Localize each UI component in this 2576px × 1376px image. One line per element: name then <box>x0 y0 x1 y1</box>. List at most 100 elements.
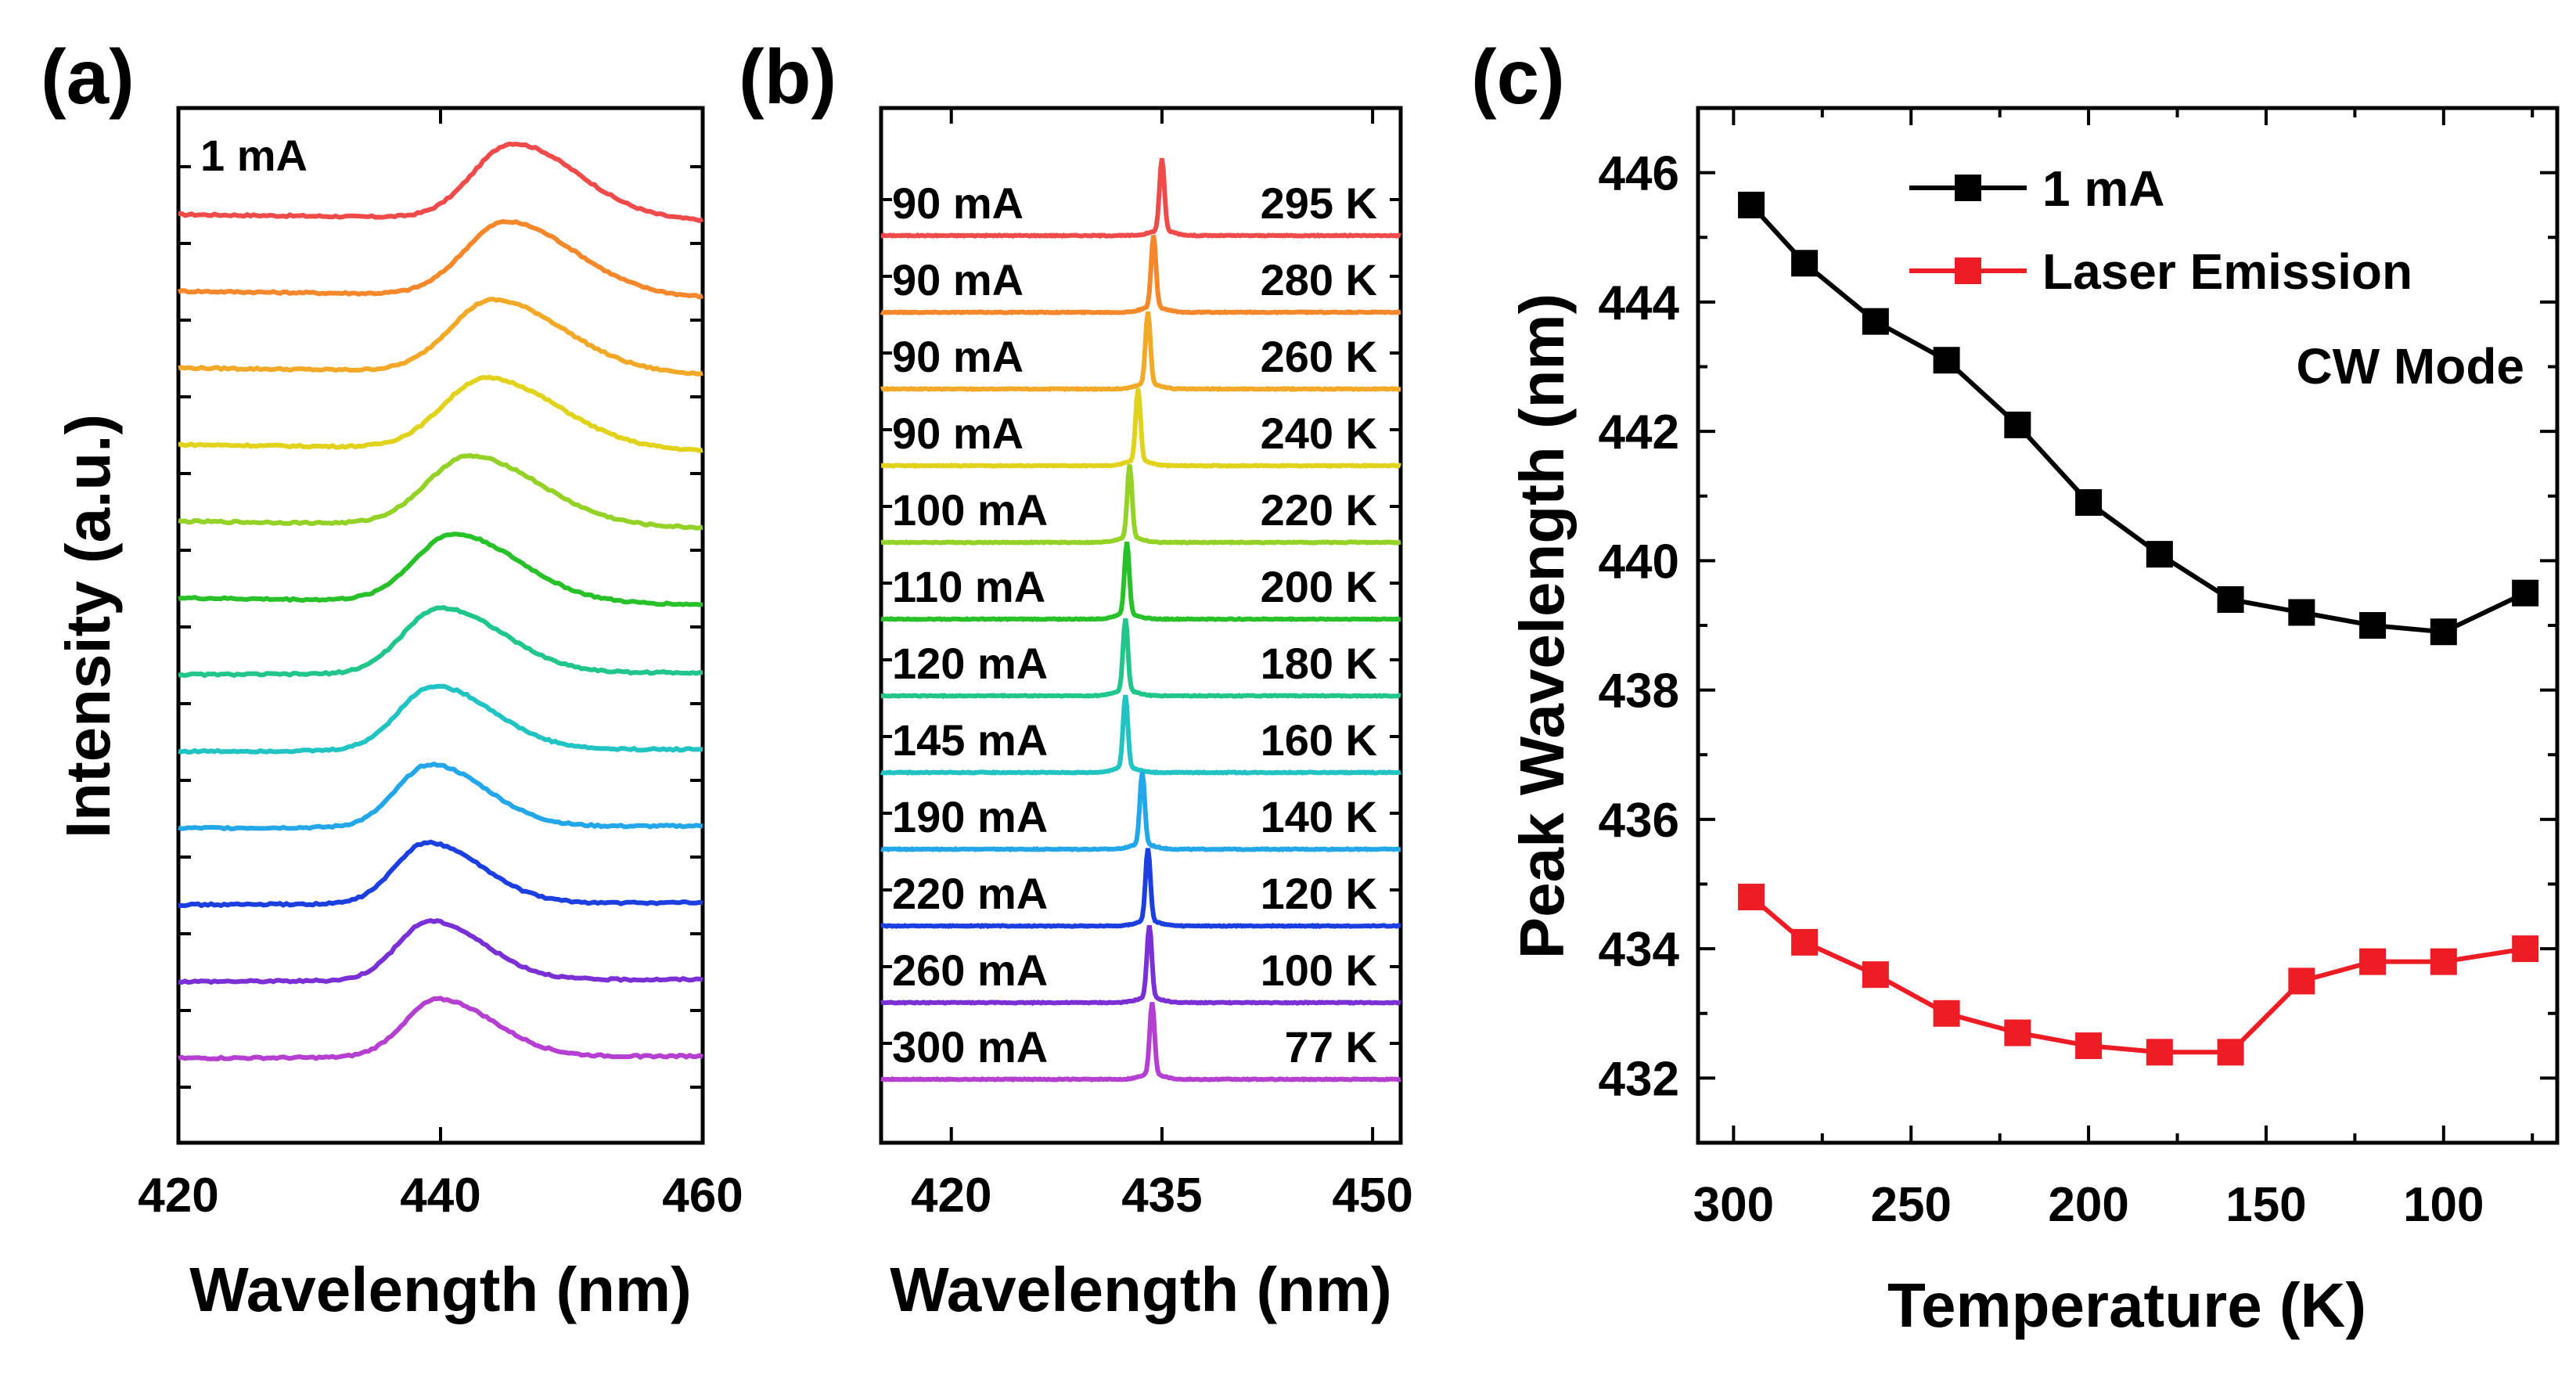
panel-c-data-point <box>2075 489 2103 517</box>
panel-c-data-point <box>2146 541 2173 568</box>
panel-b-current-label: 300 mA <box>892 1022 1048 1072</box>
panel-c-legend-label: 1 mA <box>2042 160 2165 217</box>
panel-c-data-point <box>2359 612 2387 639</box>
panel-b-curve-labels: 90 mA 295 K 90 mA 280 K 90 mA 260 K 90 mA 240 K… <box>892 178 1377 1072</box>
panel-c-y-tick-label: 440 <box>1599 535 1679 589</box>
panel-a-spectrum <box>178 683 703 755</box>
panel-c-legend: 1 mA Laser Emission <box>1909 160 2412 300</box>
panel-b-spectrum <box>880 771 1401 853</box>
panel-c-legend-marker <box>1955 175 1981 201</box>
panel-b-temperature-label: 295 K <box>1261 178 1377 228</box>
panel-a-y-axis-label: Intensity (a.u.) <box>53 414 123 838</box>
panel-a-spectrum <box>178 374 703 454</box>
panel-c-data-point <box>1738 884 1765 911</box>
panel-c-data-point <box>2217 1039 2244 1066</box>
panel-b-temperature-label: 160 K <box>1261 715 1377 765</box>
panel-b-current-label: 120 mA <box>892 639 1048 688</box>
panel-c-data-point <box>1791 928 1819 956</box>
panel-c-data-point <box>1933 347 1960 374</box>
panel-c-x-axis-label: Temperature (K) <box>1887 1270 2366 1340</box>
panel-a-spectrum <box>178 996 704 1061</box>
panel-b-frame <box>879 106 1403 1145</box>
panel-c-data-point <box>2430 948 2457 975</box>
panel-a-x-tick-label: 440 <box>400 1169 480 1223</box>
panel-b-spectrum <box>880 542 1401 622</box>
panel-c-data-point <box>2004 1019 2031 1046</box>
panel-c-data-point <box>2512 935 2539 963</box>
panel-b-spectrum <box>880 1002 1401 1083</box>
panel-b-current-label: 110 mA <box>892 562 1045 611</box>
panel-b-x-tick-label: 450 <box>1332 1169 1412 1223</box>
panel-a-spectrum <box>178 452 703 531</box>
panel-c-y-tick-label: 446 <box>1599 147 1679 201</box>
panel-b-current-label: 190 mA <box>892 792 1048 841</box>
panel-b-spectrum <box>880 694 1401 776</box>
panel-b-spectrum <box>880 464 1401 546</box>
panel-a-spectrum <box>178 531 703 607</box>
panel-a-spectrum <box>177 218 704 300</box>
panel-c-x-tick-label: 300 <box>1693 1178 1774 1232</box>
panel-c-data-point <box>2075 1032 2103 1060</box>
panel-b-spectrum <box>880 157 1401 240</box>
panel-c-series <box>1738 191 2539 1066</box>
panel-a-spectrum <box>178 839 703 909</box>
panel-c-y-tick-label: 436 <box>1599 794 1679 848</box>
panel-b-x-tick-label: 420 <box>911 1169 991 1223</box>
panel-c-data-point <box>2146 1039 2173 1066</box>
panel-b-temperature-label: 77 K <box>1285 1022 1377 1072</box>
panel-b-spectrum <box>881 848 1401 930</box>
panel-b-spectrum <box>880 388 1401 470</box>
panel-a-spectrum <box>178 605 703 679</box>
panel-a-spectrum <box>178 917 703 985</box>
panel-a-y-ticks <box>178 165 703 1089</box>
panel-c: (c) 432 434 436 438 440 442 444 446 300 250 200 15… <box>1471 34 2560 1340</box>
panel-a-frame <box>176 106 705 1145</box>
panel-b-temperature-label: 220 K <box>1261 485 1377 535</box>
panel-c-x-tick-label: 250 <box>1871 1178 1952 1232</box>
panel-a-spectrum <box>178 761 703 832</box>
panel-b-spectra <box>880 157 1401 1083</box>
panel-b-temperature-label: 120 K <box>1261 869 1377 918</box>
panel-b-label: (b) <box>739 34 836 120</box>
panel-c-x-tick-label: 100 <box>2403 1178 2484 1232</box>
panel-a-spectrum <box>178 297 703 376</box>
panel-b-temperature-label: 100 K <box>1261 946 1377 995</box>
panel-b-spectrum <box>880 235 1401 316</box>
panel-b: (b) 420 435 450 90 mA 295 K 90 mA 280 K 90 mA 2… <box>739 34 1413 1324</box>
panel-c-data-point <box>2004 411 2031 438</box>
panel-c-y-tick-label: 442 <box>1599 405 1679 459</box>
panel-b-current-label: 145 mA <box>892 715 1048 765</box>
panel-c-data-point <box>2430 618 2457 646</box>
panel-c-x-tick-label: 200 <box>2048 1178 2128 1232</box>
panel-a-x-tick-label: 420 <box>138 1169 218 1223</box>
panel-b-current-label: 220 mA <box>892 869 1048 918</box>
panel-c-y-tick-label: 434 <box>1599 923 1680 977</box>
panel-b-x-tick-label: 435 <box>1121 1169 1202 1223</box>
panel-c-legend-marker <box>1955 258 1981 284</box>
panel-c-y-ticks: 432 434 436 438 440 442 444 446 <box>1599 106 2557 1106</box>
panel-c-data-point <box>2288 599 2315 626</box>
panel-c-y-tick-label: 444 <box>1599 276 1680 330</box>
panel-b-current-label: 100 mA <box>892 485 1048 535</box>
panel-c-data-point <box>2217 585 2244 613</box>
panel-a-x-tick-label: 460 <box>662 1169 743 1223</box>
panel-b-spectrum <box>880 311 1401 393</box>
panel-b-temperature-label: 180 K <box>1261 639 1377 688</box>
panel-a-current-label: 1 mA <box>200 131 308 180</box>
panel-b-x-axis-label: Wavelength (nm) <box>890 1255 1391 1324</box>
panel-b-spectrum <box>881 618 1401 700</box>
panel-b-spectrum <box>880 924 1401 1007</box>
panel-b-current-label: 90 mA <box>892 332 1024 381</box>
panel-b-current-label: 90 mA <box>892 409 1024 458</box>
panel-c-data-point <box>1738 191 1765 218</box>
panel-c-data-point <box>1862 961 1889 989</box>
panel-c-data-point <box>1791 250 1819 277</box>
panel-b-temperature-label: 140 K <box>1261 792 1377 841</box>
panel-c-mode-label: CW Mode <box>2297 338 2525 394</box>
panel-c-label: (c) <box>1471 34 1565 120</box>
panel-c-x-tick-label: 150 <box>2225 1178 2306 1232</box>
panel-c-data-point <box>1862 308 1889 335</box>
panel-b-current-label: 90 mA <box>892 178 1024 228</box>
panel-b-temperature-label: 240 K <box>1261 409 1377 458</box>
